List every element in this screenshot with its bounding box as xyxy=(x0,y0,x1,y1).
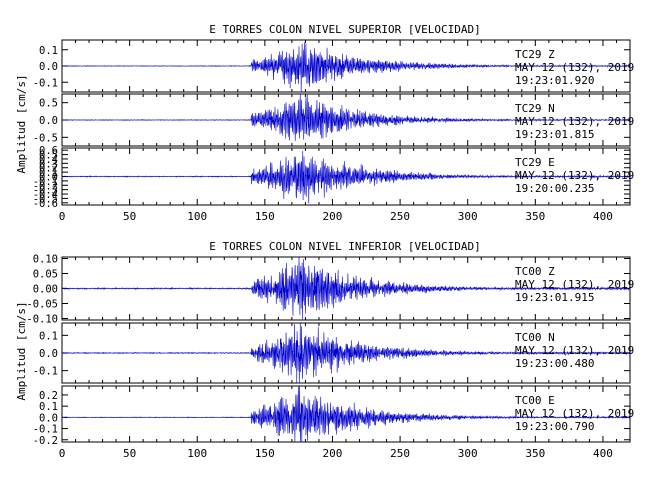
waveform-trace xyxy=(61,322,631,384)
x-tick-label: 100 xyxy=(187,447,207,460)
waveform-trace xyxy=(61,385,631,443)
waveform-trace xyxy=(61,93,631,141)
station-component-label: TC00 Z xyxy=(515,265,555,278)
x-tick-label: 50 xyxy=(123,210,136,223)
x-tick-label: 250 xyxy=(390,447,410,460)
chart-title-upper: E TORRES COLON NIVEL SUPERIOR [VELOCIDAD… xyxy=(209,23,481,36)
record-time-label: 19:23:00.480 xyxy=(515,357,594,370)
y-tick-label: -0.2 xyxy=(33,435,58,447)
x-tick-label: 50 xyxy=(123,447,136,460)
y-tick-label: -0.05 xyxy=(26,299,58,311)
x-tick-label: 0 xyxy=(59,447,66,460)
y-tick-label: -0.10 xyxy=(26,314,58,326)
y-tick-label: -0.1 xyxy=(33,366,58,378)
y-tick-label: 0.5 xyxy=(39,98,58,110)
y-tick-label: 0.0 xyxy=(39,348,58,360)
y-tick-label: -0.5 xyxy=(33,132,58,144)
y-tick-label: -0.1 xyxy=(33,424,58,436)
y-tick-label: 0.05 xyxy=(33,269,58,281)
record-date-label: MAY 12 (132), 2019 xyxy=(515,115,634,128)
x-tick-label: 200 xyxy=(323,447,343,460)
y-tick-label: 0.1 xyxy=(39,45,58,57)
y-tick-label: -0.1 xyxy=(33,77,58,89)
y-tick-label: -0.2 xyxy=(33,180,58,192)
waveform-trace xyxy=(61,150,631,204)
y-tick-label: 0.10 xyxy=(33,254,58,266)
record-date-label: MAY 12 (132), 2019 xyxy=(515,169,634,182)
y-axis-label-upper: Amplitud [cm/s] xyxy=(15,74,28,173)
y-tick-label: -0.6 xyxy=(33,198,58,210)
y-tick-label: 0.1 xyxy=(39,167,58,179)
y-tick-label: 0.1 xyxy=(39,401,58,413)
x-tick-label: 0 xyxy=(59,210,66,223)
record-time-label: 19:23:01.915 xyxy=(515,291,594,304)
y-tick-label: 0.5 xyxy=(39,150,58,162)
x-tick-label: 250 xyxy=(390,210,410,223)
record-date-label: MAY 12 (132), 2019 xyxy=(515,407,634,420)
station-component-label: TC29 E xyxy=(515,156,555,169)
x-tick-label: 350 xyxy=(525,210,545,223)
station-component-label: TC29 N xyxy=(515,102,555,115)
station-component-label: TC29 Z xyxy=(515,48,555,61)
y-tick-label: 0.0 xyxy=(39,61,58,73)
y-tick-label: 0.0 xyxy=(39,172,58,184)
y-tick-label: 0.1 xyxy=(39,330,58,342)
record-time-label: 19:23:00.790 xyxy=(515,420,594,433)
y-tick-label: 0.0 xyxy=(39,115,58,127)
station-component-label: TC00 N xyxy=(515,331,555,344)
seismogram-panel: -0.6-0.5-0.4-0.3-0.2-0.10.00.10.20.30.40… xyxy=(33,145,635,210)
y-tick-label: 0.2 xyxy=(39,390,58,402)
y-axis-label-lower: Amplitud [cm/s] xyxy=(15,301,28,400)
y-tick-label: 0.4 xyxy=(39,154,58,166)
x-tick-label: 150 xyxy=(255,210,275,223)
y-tick-label: 0.6 xyxy=(39,145,58,157)
y-tick-label: -0.1 xyxy=(33,176,58,188)
record-date-label: MAY 12 (132), 2019 xyxy=(515,61,634,74)
x-tick-label: 400 xyxy=(593,447,613,460)
x-tick-label: 300 xyxy=(458,210,478,223)
x-tick-label: 400 xyxy=(593,210,613,223)
y-tick-label: 0.0 xyxy=(39,412,58,424)
record-time-label: 19:23:01.815 xyxy=(515,128,594,141)
x-tick-label: 100 xyxy=(187,210,207,223)
record-time-label: 19:20:00.235 xyxy=(515,182,594,195)
waveform-trace xyxy=(61,256,631,320)
y-tick-label: 0.3 xyxy=(39,158,58,170)
x-tick-label: 350 xyxy=(525,447,545,460)
x-tick-label: 150 xyxy=(255,447,275,460)
record-date-label: MAY 12 (132), 2019 xyxy=(515,344,634,357)
y-tick-label: 0.00 xyxy=(33,284,58,296)
y-tick-label: -0.4 xyxy=(33,189,58,201)
chart-title-lower: E TORRES COLON NIVEL INFERIOR [VELOCIDAD… xyxy=(209,240,481,253)
record-time-label: 19:23:01.920 xyxy=(515,74,594,87)
waveform-trace xyxy=(61,42,631,93)
y-tick-label: -0.3 xyxy=(33,185,58,197)
record-date-label: MAY 12 (132), 2019 xyxy=(515,278,634,291)
station-component-label: TC00 E xyxy=(515,394,555,407)
y-tick-label: 0.2 xyxy=(39,163,58,175)
y-tick-label: -0.5 xyxy=(33,193,58,205)
x-tick-label: 300 xyxy=(458,447,478,460)
x-tick-label: 200 xyxy=(323,210,343,223)
